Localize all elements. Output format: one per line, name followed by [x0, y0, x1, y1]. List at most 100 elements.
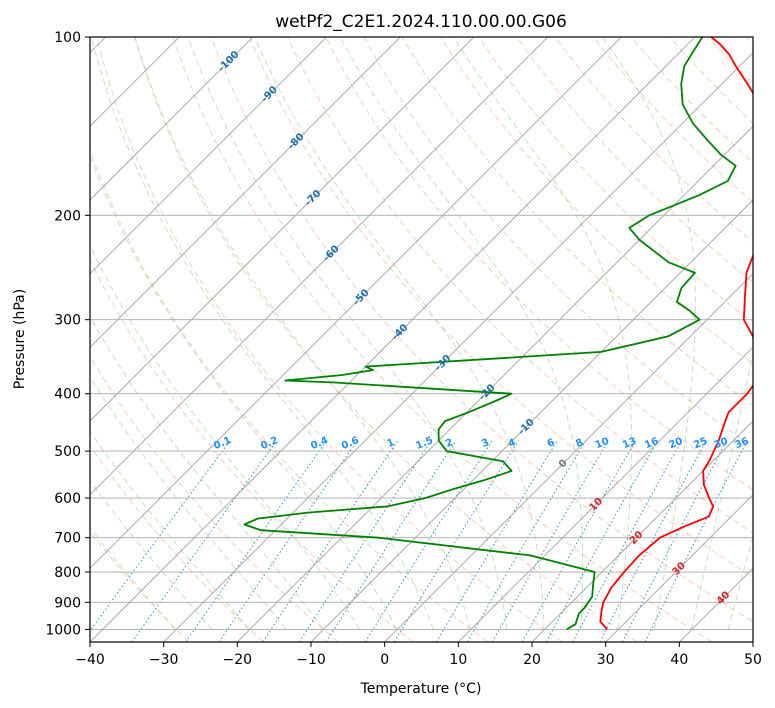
isotherm-line [458, 346, 753, 642]
x-tick-label: −30 [149, 652, 179, 668]
isotherm-label: -50 [351, 287, 372, 308]
moist-adiabat-line [90, 315, 324, 630]
mixing-ratio-label: 2 [444, 437, 455, 450]
mixing-ratio-line [325, 440, 457, 642]
dry-adiabat-line [669, 37, 753, 124]
moist-adiabat-line [90, 479, 213, 630]
moist-adiabat-line [602, 37, 696, 630]
x-tick-label: 40 [670, 652, 688, 668]
mixing-ratio-line [218, 440, 358, 642]
mixing-ratio-label: 4 [507, 437, 518, 450]
x-axis: −40 −30 −20 −10 0 10 20 30 40 50 [75, 642, 762, 668]
dry-adiabat-line [707, 37, 753, 85]
isotherm-line [237, 125, 753, 642]
isotherm-line [531, 420, 753, 642]
isotherm-line [679, 567, 753, 642]
isotherm-label: 0 [557, 458, 570, 471]
mixing-ratio-label: 0.2 [259, 435, 280, 452]
y-tick-label: 400 [54, 387, 81, 403]
isotherm-line [752, 641, 753, 642]
mixing-ratio-label: 16 [643, 436, 660, 451]
mixing-ratio-label: 1 [386, 437, 397, 450]
isotherm-line [605, 494, 753, 642]
mixing-ratio-label: 0.4 [309, 435, 330, 452]
dry-adiabat-line [287, 37, 753, 534]
moist-adiabat-line [727, 534, 753, 630]
dry-adiabat-line [554, 37, 753, 243]
mixing-ratio-label: 30 [713, 436, 730, 451]
y-tick-label: 900 [54, 595, 81, 611]
data-series [243, 37, 753, 631]
dry-adiabat-line [90, 258, 414, 642]
moist-adiabat-line [253, 37, 545, 630]
x-tick-label: 0 [380, 652, 389, 668]
mixing-ratio-label: 10 [594, 436, 611, 451]
mixing-ratio-line [521, 440, 637, 642]
plot-frame [89, 36, 754, 643]
dry-adiabat-line [134, 37, 638, 642]
dry-adiabat-line [90, 531, 190, 642]
inline-labels: -100-90-80-70-60-50-40-30-20-10010203040… [212, 49, 750, 607]
isotherm-label: 20 [628, 529, 646, 547]
dewpoint-line [243, 37, 737, 631]
dry-adiabat-line [592, 37, 753, 203]
isotherm-label: -10 [516, 417, 537, 438]
dry-adiabat-line [90, 148, 488, 642]
mixing-ratio-line [435, 440, 558, 642]
moist-adiabat-line [90, 37, 434, 630]
mixing-ratio-line [131, 440, 278, 642]
x-tick-label: 50 [744, 652, 762, 668]
isotherm-label: -40 [390, 322, 411, 343]
dry-adiabat-line [516, 37, 753, 283]
isotherm-line [163, 52, 753, 642]
x-tick-label: −40 [75, 652, 105, 668]
isotherm-line [90, 37, 401, 348]
y-tick-label: 300 [54, 313, 81, 329]
moist-adiabat-line [691, 350, 753, 630]
moist-adiabat-line [452, 37, 632, 630]
mixing-ratio-line [90, 440, 231, 632]
y-tick-label: 200 [54, 208, 81, 224]
chart-title: wetPf2_C2E1.2024.110.00.00.G06 [275, 12, 567, 32]
dry-adiabat-line [249, 37, 753, 578]
mixing-ratio-label: 3 [480, 437, 491, 450]
y-tick-label: 700 [54, 531, 81, 547]
x-tick-label: 20 [523, 652, 541, 668]
y-tick-label: 1000 [45, 622, 81, 638]
isotherm-label: -90 [259, 84, 280, 105]
dry-adiabat-line [478, 37, 753, 324]
mixing-ratio-label: 0.1 [212, 435, 233, 452]
x-axis-label: Temperature (°C) [360, 681, 482, 697]
mixing-ratio-line [467, 440, 587, 642]
dry-adiabat-line [90, 355, 339, 642]
mixing-ratio-line [644, 440, 748, 642]
temperature-line [599, 37, 753, 630]
moist-adiabat-line [339, 37, 584, 630]
isotherm-label: -20 [477, 382, 498, 403]
mixing-ratio-label: 20 [667, 436, 684, 451]
dry-adiabat-line [172, 37, 712, 642]
x-tick-label: 10 [449, 652, 467, 668]
y-axis: 100 200 300 400 500 600 700 800 900 1000 [45, 30, 90, 638]
mixing-ratio-label: 0.6 [340, 435, 361, 452]
moist-adiabat-line [90, 526, 176, 630]
isotherm-label: 40 [715, 590, 733, 608]
y-tick-label: 100 [54, 30, 81, 46]
moist-adiabat-line [134, 37, 471, 630]
mixing-ratio-line [545, 440, 659, 642]
isotherm-line [90, 37, 475, 422]
mixing-ratio-line [185, 440, 328, 642]
moist-adiabat-line [90, 430, 250, 630]
y-tick-label: 500 [54, 444, 81, 460]
isotherm-label: 30 [670, 560, 688, 578]
mixing-ratio-label: 13 [621, 436, 638, 451]
y-axis-label: Pressure (hPa) [12, 289, 28, 389]
isotherm-line [90, 37, 254, 201]
dry-adiabat-line [325, 37, 753, 491]
isotherm-line [90, 37, 327, 275]
dry-adiabat-line [96, 37, 563, 642]
mixing-ratio-line [572, 440, 683, 642]
isotherm-label: -100 [216, 49, 242, 75]
y-tick-label: 800 [54, 565, 81, 581]
